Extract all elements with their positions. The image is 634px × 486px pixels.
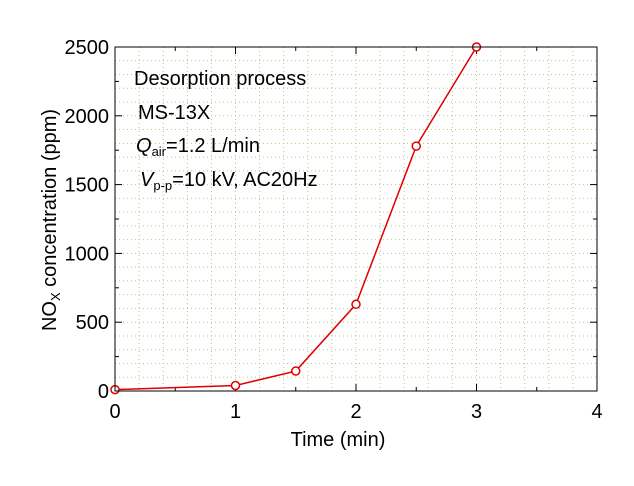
flow-rate-symbol: Q bbox=[136, 135, 152, 157]
annotation-process: Desorption process bbox=[134, 68, 306, 90]
y-tick-label: 2000 bbox=[65, 106, 110, 128]
annotation-sample: MS-13X bbox=[138, 102, 210, 124]
x-axis-label: Time (min) bbox=[291, 429, 386, 451]
annotation-voltage: Vp-p=10 kV, AC20Hz bbox=[140, 169, 318, 193]
voltage-sub: p-p bbox=[153, 178, 172, 193]
annotation-flow-rate: Qair=1.2 L/min bbox=[136, 135, 260, 159]
y-tick-label: 500 bbox=[76, 312, 109, 334]
x-tick-label: 2 bbox=[350, 401, 361, 423]
y-tick-label: 1000 bbox=[65, 243, 110, 265]
flow-rate-sub: air bbox=[152, 144, 167, 159]
y-axis-label-main: NO bbox=[39, 301, 61, 331]
x-tick-labels: 0 1 2 3 4 bbox=[109, 401, 602, 423]
voltage-value: =10 kV, AC20Hz bbox=[172, 169, 317, 191]
y-tick-label: 2500 bbox=[65, 37, 110, 59]
x-tick-label: 3 bbox=[471, 401, 482, 423]
x-tick-label: 1 bbox=[230, 401, 241, 423]
x-tick-label: 0 bbox=[109, 401, 120, 423]
y-tick-label: 0 bbox=[98, 381, 109, 403]
data-point bbox=[351, 299, 361, 310]
y-axis-label-sub: X bbox=[48, 292, 63, 301]
series-line bbox=[114, 46, 478, 391]
flow-rate-value: =1.2 L/min bbox=[166, 135, 260, 157]
data-point bbox=[291, 366, 301, 376]
y-tick-label: 1500 bbox=[65, 175, 110, 197]
x-tick-label: 4 bbox=[591, 401, 602, 423]
data-point bbox=[411, 141, 421, 151]
y-axis-label: NOX concentration (ppm) bbox=[39, 109, 63, 331]
data-point bbox=[230, 380, 241, 391]
annotation-block: Desorption process MS-13X Qair=1.2 L/min… bbox=[134, 68, 318, 193]
voltage-symbol: V bbox=[140, 169, 155, 191]
y-axis-label-rest: concentration (ppm) bbox=[39, 109, 61, 292]
y-tick-labels: 0 500 1000 1500 2000 2500 bbox=[65, 37, 110, 403]
plot-frame bbox=[114, 46, 598, 392]
